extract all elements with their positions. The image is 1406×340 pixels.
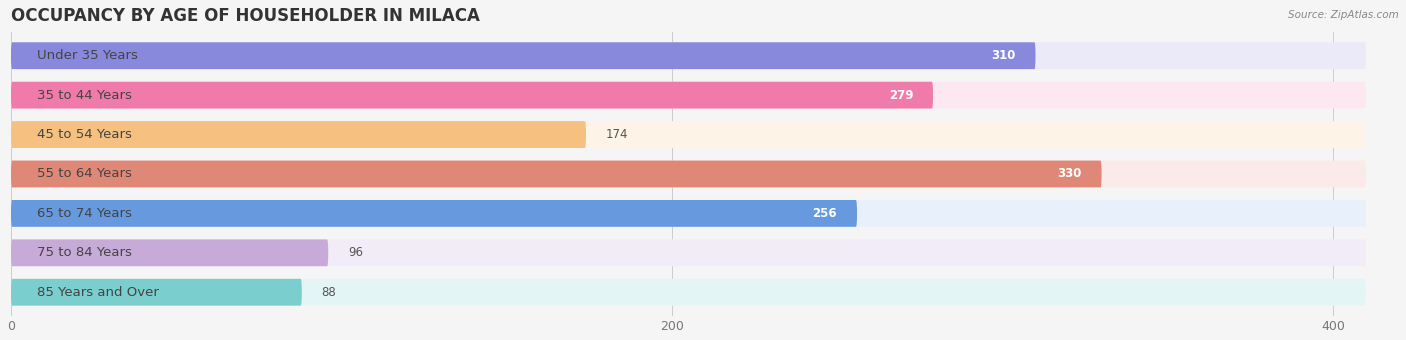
- FancyBboxPatch shape: [11, 200, 1367, 227]
- FancyBboxPatch shape: [11, 121, 1367, 148]
- Text: 174: 174: [606, 128, 628, 141]
- Text: 310: 310: [991, 49, 1015, 62]
- FancyBboxPatch shape: [11, 42, 1035, 69]
- FancyBboxPatch shape: [11, 42, 1367, 69]
- Text: 88: 88: [322, 286, 336, 299]
- Text: 279: 279: [889, 89, 914, 102]
- Text: 35 to 44 Years: 35 to 44 Years: [38, 89, 132, 102]
- FancyBboxPatch shape: [11, 279, 1367, 306]
- FancyBboxPatch shape: [11, 279, 302, 306]
- FancyBboxPatch shape: [11, 160, 1367, 187]
- Text: Under 35 Years: Under 35 Years: [38, 49, 138, 62]
- Text: 75 to 84 Years: 75 to 84 Years: [38, 246, 132, 259]
- Text: Source: ZipAtlas.com: Source: ZipAtlas.com: [1288, 10, 1399, 20]
- FancyBboxPatch shape: [11, 121, 586, 148]
- Text: 65 to 74 Years: 65 to 74 Years: [38, 207, 132, 220]
- Text: OCCUPANCY BY AGE OF HOUSEHOLDER IN MILACA: OCCUPANCY BY AGE OF HOUSEHOLDER IN MILAC…: [11, 7, 479, 25]
- Text: 55 to 64 Years: 55 to 64 Years: [38, 168, 132, 181]
- FancyBboxPatch shape: [11, 160, 1102, 187]
- FancyBboxPatch shape: [11, 82, 934, 108]
- FancyBboxPatch shape: [11, 239, 1367, 266]
- Text: 45 to 54 Years: 45 to 54 Years: [38, 128, 132, 141]
- Text: 256: 256: [813, 207, 837, 220]
- Text: 85 Years and Over: 85 Years and Over: [38, 286, 159, 299]
- FancyBboxPatch shape: [11, 239, 328, 266]
- Text: 330: 330: [1057, 168, 1081, 181]
- FancyBboxPatch shape: [11, 82, 1367, 108]
- FancyBboxPatch shape: [11, 200, 858, 227]
- Text: 96: 96: [349, 246, 363, 259]
